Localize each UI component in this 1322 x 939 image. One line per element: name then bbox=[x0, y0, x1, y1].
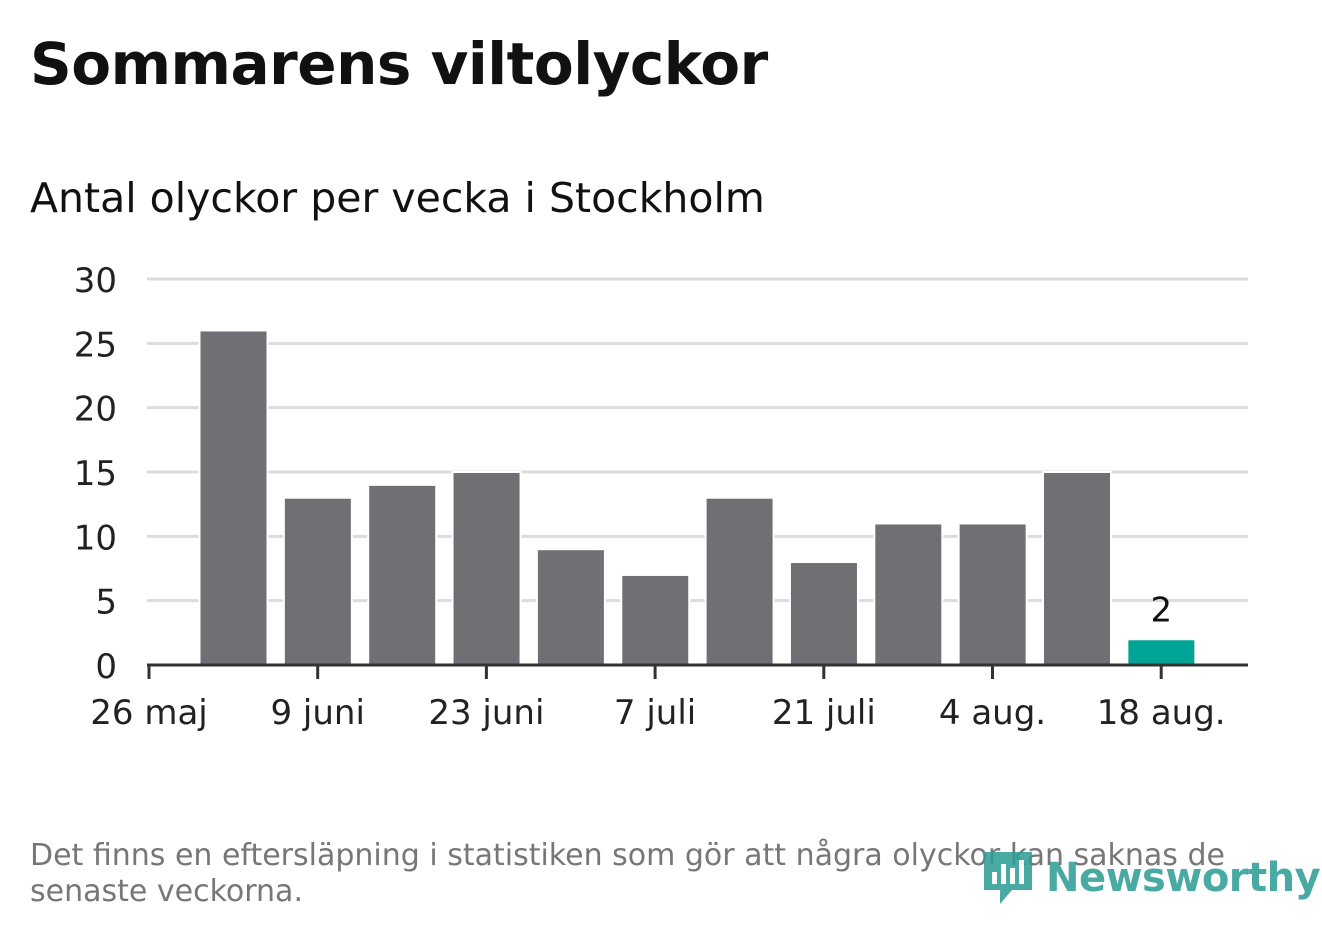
y-tick-label: 15 bbox=[74, 454, 117, 494]
y-tick-label: 25 bbox=[74, 325, 117, 365]
bar-chart: 0 5 10 15 20 25 30 2 26 maj 9 juni 23 juni 7 juli 21… bbox=[74, 261, 1248, 733]
x-tick-label: 7 juli bbox=[614, 693, 696, 733]
chart-title: Sommarens viltolyckor bbox=[30, 30, 768, 98]
y-tick-label: 30 bbox=[74, 261, 117, 301]
x-tick-label: 9 juni bbox=[270, 693, 364, 733]
bar bbox=[367, 483, 438, 666]
newsworthy-logo: Newsworthy bbox=[980, 846, 1321, 910]
x-tick-label: 4 aug. bbox=[939, 693, 1046, 733]
y-tick-label: 10 bbox=[74, 518, 117, 558]
data-label: 2 bbox=[1151, 590, 1173, 630]
chart-subtitle: Antal olyckor per vecka i Stockholm bbox=[30, 174, 765, 222]
brand-name: Newsworthy bbox=[1046, 855, 1321, 901]
x-tick-label: 18 aug. bbox=[1097, 693, 1226, 733]
bar-chart-speech-bubble-icon bbox=[984, 852, 1032, 904]
bar bbox=[704, 496, 775, 666]
bar bbox=[1042, 471, 1112, 666]
bar bbox=[198, 329, 269, 666]
x-tick-label: 23 juni bbox=[428, 693, 544, 733]
y-tick-label: 5 bbox=[95, 583, 117, 623]
bar bbox=[873, 522, 944, 667]
x-tick-label: 21 juli bbox=[772, 693, 876, 733]
bar bbox=[788, 561, 859, 666]
bar bbox=[451, 471, 522, 666]
bar bbox=[620, 573, 691, 667]
y-tick-label: 20 bbox=[74, 390, 117, 430]
x-tick-label: 26 maj bbox=[90, 693, 207, 733]
y-tick-label: 0 bbox=[95, 647, 117, 687]
bar bbox=[535, 548, 606, 667]
bar-highlight bbox=[1126, 638, 1197, 666]
bar bbox=[282, 496, 353, 666]
bar bbox=[957, 522, 1028, 667]
